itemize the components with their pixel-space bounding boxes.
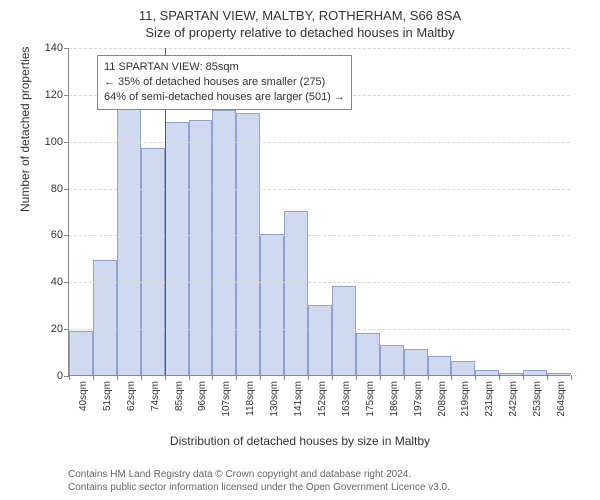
xtick-mark (284, 375, 285, 380)
xtick-label: 96sqm (197, 381, 208, 411)
xtick-label: 62sqm (126, 381, 137, 411)
xtick-label: 197sqm (413, 381, 424, 417)
xtick-mark (332, 375, 333, 380)
chart-title-line2: Size of property relative to detached ho… (0, 23, 600, 40)
bar (260, 234, 284, 375)
xtick-mark (571, 375, 572, 380)
ytick-label: 100 (45, 136, 63, 148)
annotation-box: 11 SPARTAN VIEW: 85sqm ← 35% of detached… (97, 55, 352, 110)
ytick-mark (64, 48, 69, 49)
bar (428, 356, 452, 375)
bar (547, 373, 571, 375)
ytick-mark (64, 235, 69, 236)
xtick-mark (93, 375, 94, 380)
ytick-label: 0 (57, 370, 63, 382)
xtick-mark (428, 375, 429, 380)
gridline (69, 329, 570, 330)
bar (69, 331, 93, 376)
ytick-mark (64, 142, 69, 143)
xtick-mark (141, 375, 142, 380)
xtick-label: 242sqm (508, 381, 519, 417)
ytick-label: 80 (51, 183, 63, 195)
xtick-label: 264sqm (556, 381, 567, 417)
xtick-label: 74sqm (150, 381, 161, 411)
xtick-label: 163sqm (341, 381, 352, 417)
xtick-label: 208sqm (437, 381, 448, 417)
y-axis-label: Number of detached properties (18, 47, 32, 212)
bar (380, 345, 404, 375)
xtick-label: 231sqm (484, 381, 495, 417)
annotation-line3: 64% of semi-detached houses are larger (… (104, 90, 345, 105)
bar (308, 305, 332, 375)
xtick-mark (212, 375, 213, 380)
gridline (69, 189, 570, 190)
xtick-mark (165, 375, 166, 380)
xtick-label: 85sqm (174, 381, 185, 411)
ytick-label: 140 (45, 42, 63, 54)
xtick-mark (260, 375, 261, 380)
bar (212, 110, 236, 375)
xtick-mark (356, 375, 357, 380)
xtick-label: 141sqm (293, 381, 304, 417)
gridline (69, 282, 570, 283)
bar (475, 370, 499, 375)
ytick-mark (64, 282, 69, 283)
xtick-label: 219sqm (460, 381, 471, 417)
xtick-label: 107sqm (221, 381, 232, 417)
xtick-mark (499, 375, 500, 380)
xtick-label: 130sqm (269, 381, 280, 417)
annotation-line2: ← 35% of detached houses are smaller (27… (104, 75, 345, 90)
annotation-line1: 11 SPARTAN VIEW: 85sqm (104, 60, 345, 75)
footer-line1: Contains HM Land Registry data © Crown c… (68, 468, 450, 481)
xtick-mark (117, 375, 118, 380)
xtick-mark (380, 375, 381, 380)
bar (499, 373, 523, 375)
bar (141, 148, 165, 375)
bar (451, 361, 475, 375)
x-axis-label: Distribution of detached houses by size … (0, 434, 600, 448)
bar (189, 120, 213, 375)
xtick-mark (523, 375, 524, 380)
xtick-label: 175sqm (365, 381, 376, 417)
xtick-mark (404, 375, 405, 380)
bar (404, 349, 428, 375)
xtick-mark (547, 375, 548, 380)
bar (236, 113, 260, 375)
ytick-label: 20 (51, 323, 63, 335)
xtick-mark (308, 375, 309, 380)
xtick-label: 186sqm (389, 381, 400, 417)
xtick-mark (451, 375, 452, 380)
bar (165, 122, 189, 375)
xtick-label: 40sqm (78, 381, 89, 411)
chart-container: 11, SPARTAN VIEW, MALTBY, ROTHERHAM, S66… (0, 0, 600, 500)
bar (332, 286, 356, 375)
gridline (69, 235, 570, 236)
footer-line2: Contains public sector information licen… (68, 481, 450, 494)
ytick-label: 120 (45, 89, 63, 101)
xtick-label: 118sqm (245, 381, 256, 416)
gridline (69, 142, 570, 143)
xtick-mark (189, 375, 190, 380)
gridline (69, 48, 570, 49)
bar (93, 260, 117, 375)
bar (356, 333, 380, 375)
xtick-mark (236, 375, 237, 380)
chart-title-line1: 11, SPARTAN VIEW, MALTBY, ROTHERHAM, S66… (0, 0, 600, 23)
ytick-mark (64, 329, 69, 330)
xtick-mark (69, 375, 70, 380)
xtick-mark (475, 375, 476, 380)
ytick-label: 40 (51, 276, 63, 288)
xtick-label: 253sqm (532, 381, 543, 417)
ytick-label: 60 (51, 229, 63, 241)
ytick-mark (64, 189, 69, 190)
xtick-label: 152sqm (317, 381, 328, 417)
bar (117, 94, 141, 375)
footer-attribution: Contains HM Land Registry data © Crown c… (68, 468, 450, 494)
bar (523, 370, 547, 375)
xtick-label: 51sqm (102, 381, 113, 411)
ytick-mark (64, 95, 69, 96)
